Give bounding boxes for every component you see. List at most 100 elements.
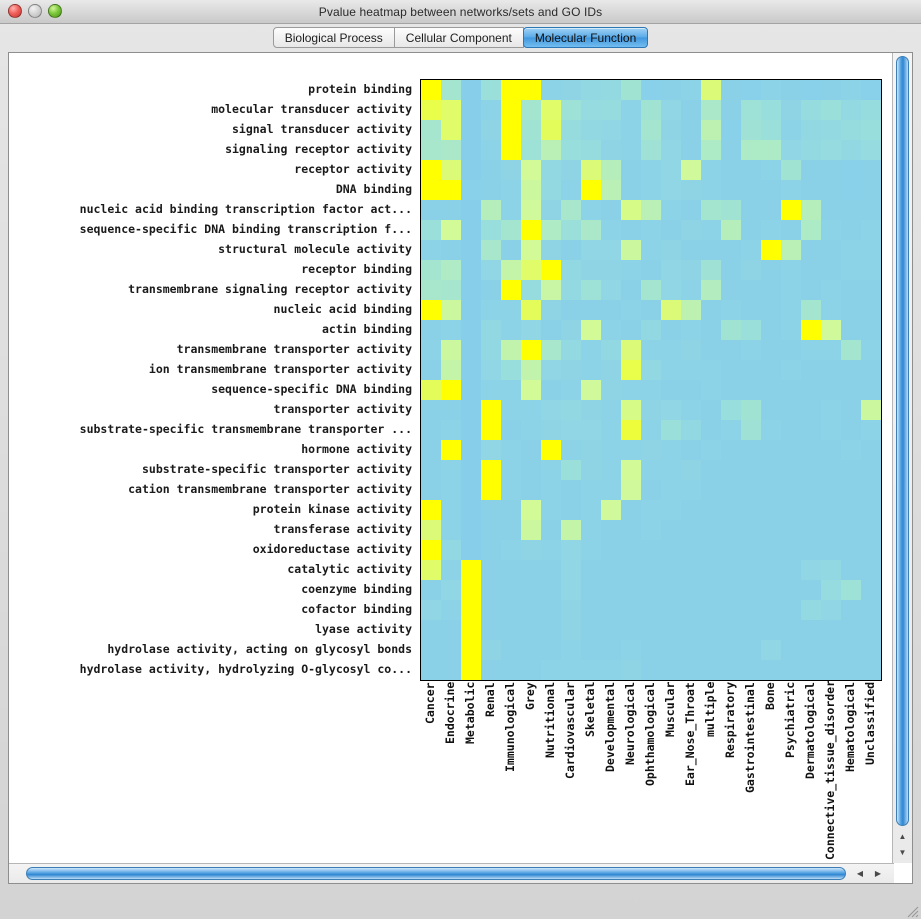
heatmap-cell[interactable]	[781, 320, 801, 340]
heatmap-cell[interactable]	[601, 560, 621, 580]
heatmap-cell[interactable]	[541, 440, 561, 460]
heatmap-cell[interactable]	[721, 420, 741, 440]
heatmap-cell[interactable]	[741, 220, 761, 240]
heatmap-cell[interactable]	[841, 200, 861, 220]
heatmap-cell[interactable]	[861, 180, 881, 200]
heatmap-cell[interactable]	[621, 640, 641, 660]
heatmap-cell[interactable]	[581, 560, 601, 580]
heatmap-cell[interactable]	[501, 660, 521, 680]
heatmap-cell[interactable]	[441, 540, 461, 560]
heatmap-cell[interactable]	[741, 420, 761, 440]
heatmap-cell[interactable]	[621, 480, 641, 500]
heatmap-cell[interactable]	[561, 660, 581, 680]
heatmap-cell[interactable]	[601, 320, 621, 340]
heatmap-cell[interactable]	[561, 400, 581, 420]
heatmap-cell[interactable]	[461, 220, 481, 240]
heatmap-cell[interactable]	[421, 620, 441, 640]
heatmap-cell[interactable]	[421, 200, 441, 220]
heatmap-cell[interactable]	[441, 100, 461, 120]
heatmap-cell[interactable]	[561, 560, 581, 580]
heatmap-cell[interactable]	[841, 360, 861, 380]
heatmap-cell[interactable]	[841, 340, 861, 360]
scroll-left-icon[interactable]: ◀	[856, 868, 864, 878]
heatmap-cell[interactable]	[421, 640, 441, 660]
heatmap-cell[interactable]	[501, 220, 521, 240]
heatmap-cell[interactable]	[701, 220, 721, 240]
heatmap-cell[interactable]	[741, 520, 761, 540]
heatmap-cell[interactable]	[821, 460, 841, 480]
heatmap-cell[interactable]	[461, 620, 481, 640]
heatmap-cell[interactable]	[621, 400, 641, 420]
heatmap-cell[interactable]	[501, 600, 521, 620]
vertical-scrollbar-thumb[interactable]	[896, 56, 909, 826]
heatmap-cell[interactable]	[481, 400, 501, 420]
heatmap-cell[interactable]	[721, 660, 741, 680]
heatmap-cell[interactable]	[481, 500, 501, 520]
heatmap-cell[interactable]	[861, 600, 881, 620]
heatmap-cell[interactable]	[741, 640, 761, 660]
heatmap-cell[interactable]	[721, 360, 741, 380]
heatmap-cell[interactable]	[541, 320, 561, 340]
heatmap-cell[interactable]	[641, 560, 661, 580]
heatmap-cell[interactable]	[561, 200, 581, 220]
heatmap-cell[interactable]	[821, 440, 841, 460]
scroll-right-icon[interactable]: ▶	[874, 868, 882, 878]
heatmap-cell[interactable]	[801, 620, 821, 640]
close-button[interactable]	[8, 4, 22, 18]
heatmap-cell[interactable]	[481, 360, 501, 380]
heatmap-cell[interactable]	[841, 560, 861, 580]
heatmap-cell[interactable]	[641, 340, 661, 360]
heatmap-cell[interactable]	[861, 280, 881, 300]
heatmap-cell[interactable]	[821, 340, 841, 360]
heatmap-cell[interactable]	[601, 220, 621, 240]
heatmap-cell[interactable]	[561, 160, 581, 180]
heatmap-cell[interactable]	[621, 80, 641, 100]
heatmap-cell[interactable]	[601, 280, 621, 300]
heatmap-cell[interactable]	[841, 520, 861, 540]
heatmap-cell[interactable]	[681, 380, 701, 400]
heatmap-cell[interactable]	[841, 500, 861, 520]
heatmap-cell[interactable]	[821, 580, 841, 600]
heatmap-cell[interactable]	[541, 600, 561, 620]
heatmap-cell[interactable]	[841, 460, 861, 480]
heatmap-cell[interactable]	[641, 240, 661, 260]
heatmap-cell[interactable]	[801, 560, 821, 580]
heatmap-cell[interactable]	[441, 220, 461, 240]
heatmap-cell[interactable]	[861, 320, 881, 340]
heatmap-cell[interactable]	[561, 320, 581, 340]
heatmap-cell[interactable]	[521, 440, 541, 460]
heatmap-cell[interactable]	[621, 300, 641, 320]
heatmap-cell[interactable]	[701, 560, 721, 580]
heatmap-cell[interactable]	[741, 260, 761, 280]
heatmap-cell[interactable]	[421, 80, 441, 100]
heatmap-cell[interactable]	[601, 600, 621, 620]
heatmap-cell[interactable]	[701, 340, 721, 360]
heatmap-cell[interactable]	[841, 180, 861, 200]
heatmap-cell[interactable]	[741, 360, 761, 380]
heatmap-cell[interactable]	[661, 320, 681, 340]
heatmap-cell[interactable]	[821, 120, 841, 140]
heatmap-cell[interactable]	[721, 320, 741, 340]
heatmap-cell[interactable]	[681, 520, 701, 540]
heatmap-cell[interactable]	[441, 200, 461, 220]
heatmap-cell[interactable]	[621, 180, 641, 200]
heatmap-cell[interactable]	[581, 140, 601, 160]
heatmap-cell[interactable]	[541, 500, 561, 520]
heatmap-cell[interactable]	[621, 540, 641, 560]
heatmap-cell[interactable]	[481, 180, 501, 200]
heatmap-cell[interactable]	[641, 380, 661, 400]
heatmap-cell[interactable]	[541, 540, 561, 560]
heatmap-cell[interactable]	[441, 560, 461, 580]
tab-cellular-component[interactable]: Cellular Component	[394, 27, 524, 48]
heatmap-cell[interactable]	[661, 360, 681, 380]
heatmap-cell[interactable]	[721, 620, 741, 640]
heatmap-cell[interactable]	[521, 200, 541, 220]
heatmap-cell[interactable]	[601, 660, 621, 680]
heatmap-cell[interactable]	[741, 340, 761, 360]
heatmap-cell[interactable]	[761, 240, 781, 260]
heatmap-cell[interactable]	[781, 640, 801, 660]
heatmap-cell[interactable]	[641, 300, 661, 320]
heatmap-cell[interactable]	[601, 120, 621, 140]
heatmap-cell[interactable]	[681, 200, 701, 220]
heatmap-cell[interactable]	[461, 140, 481, 160]
